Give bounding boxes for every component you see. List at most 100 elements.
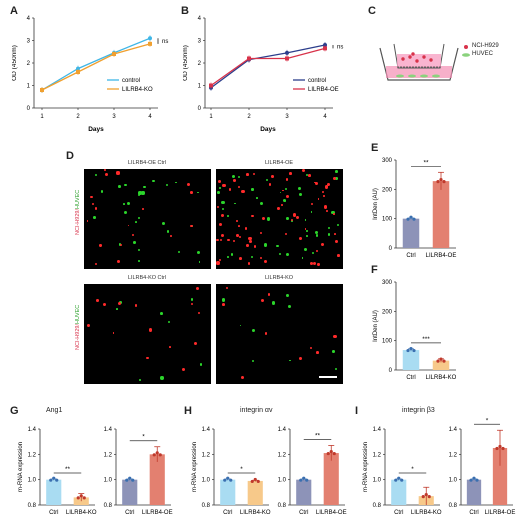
red-cell xyxy=(253,245,257,249)
significance-label: ns xyxy=(162,39,168,45)
legend-label: control xyxy=(308,78,326,84)
data-point xyxy=(285,56,289,61)
red-cell xyxy=(142,208,145,211)
y-tick-label: 1.2 xyxy=(202,452,211,458)
x-tick-label: LILRB4-OE xyxy=(316,510,347,516)
green-cell xyxy=(174,181,177,184)
green-cell xyxy=(226,215,229,218)
red-cell xyxy=(112,331,115,334)
green-cell xyxy=(168,321,171,324)
data-point xyxy=(427,495,431,499)
y-axis-label: OD (450nm) xyxy=(183,45,189,81)
bar xyxy=(220,479,236,505)
green-cell xyxy=(118,243,121,246)
green-cell xyxy=(123,202,126,205)
red-cell xyxy=(248,240,252,243)
red-cell xyxy=(245,244,249,248)
data-point xyxy=(223,478,227,482)
data-point xyxy=(412,348,416,353)
significance-label: ** xyxy=(65,466,71,473)
green-cell xyxy=(162,221,166,225)
series-line xyxy=(41,37,151,91)
x-tick-label: 3 xyxy=(112,114,116,120)
red-cell xyxy=(248,236,252,241)
bar xyxy=(402,218,420,248)
series-line xyxy=(210,44,326,89)
y-tick-label: 0.8 xyxy=(28,503,37,509)
red-cell xyxy=(197,311,200,314)
red-cell xyxy=(240,375,244,379)
red-cell xyxy=(259,232,262,235)
data-point xyxy=(247,56,251,61)
data-point xyxy=(421,495,425,499)
green-cell xyxy=(141,191,145,195)
panel-label-i: I xyxy=(355,405,359,417)
red-cell xyxy=(86,220,89,222)
data-point xyxy=(400,478,404,482)
red-cell xyxy=(104,169,106,171)
red-cell xyxy=(314,181,317,184)
bar xyxy=(46,479,62,505)
data-point xyxy=(498,444,502,449)
data-point xyxy=(436,359,440,363)
bar-chart-i-oe: 0.8 1.0 1.2 1.4 Ctrl LILRB4-OE * xyxy=(449,417,516,516)
data-point xyxy=(112,52,116,56)
image-title-ko: LILRB4-KO xyxy=(264,275,294,281)
red-cell xyxy=(317,198,320,200)
y-axis-label: m-RNA expression xyxy=(192,442,198,492)
red-cell xyxy=(333,335,337,339)
significance-label: ** xyxy=(315,432,321,439)
data-point xyxy=(302,476,306,480)
red-cell xyxy=(315,249,318,252)
significance-label: * xyxy=(240,466,243,473)
red-cell xyxy=(295,215,299,219)
green-cell xyxy=(289,359,291,362)
red-cell xyxy=(262,216,266,220)
data-point xyxy=(501,446,505,451)
red-cell xyxy=(218,259,221,262)
green-cell xyxy=(283,200,286,202)
red-cell xyxy=(237,185,240,189)
green-cell xyxy=(124,183,127,187)
significance-label: * xyxy=(411,466,414,473)
green-cell xyxy=(234,202,236,205)
y-tick-label: 1.0 xyxy=(104,478,113,484)
green-cell xyxy=(100,190,104,194)
red-cell xyxy=(236,220,239,223)
data-point xyxy=(495,446,499,451)
green-cell xyxy=(199,363,203,366)
y-tick-label: 100 xyxy=(382,217,393,223)
legend-huvec: HUVEC xyxy=(472,51,494,57)
data-point xyxy=(79,494,83,498)
red-cell xyxy=(337,254,340,257)
y-tick-label: 1.0 xyxy=(449,478,458,484)
green-cell xyxy=(197,191,199,194)
significance-label: ns xyxy=(337,45,343,51)
red-cell xyxy=(239,235,242,238)
x-tick-label: LILRB4-OE xyxy=(426,253,457,259)
y-tick-label: 0.8 xyxy=(373,503,382,509)
red-cell xyxy=(94,207,98,211)
y-tick-label: 1.4 xyxy=(104,427,113,433)
x-tick-label: Ctrl xyxy=(49,510,58,516)
green-cell xyxy=(198,261,201,263)
bar-chart-e: 0 100 200 300 IntDen (AU) Ctrl LILRB4-OE ** xyxy=(373,158,457,259)
red-cell xyxy=(252,172,255,175)
data-point xyxy=(439,357,443,361)
red-cell xyxy=(238,257,242,261)
panel-label-e: E xyxy=(371,142,379,154)
green-cell xyxy=(219,187,221,189)
green-cell xyxy=(137,194,140,197)
green-cell xyxy=(286,217,290,221)
green-cell xyxy=(327,233,331,236)
red-cell xyxy=(149,328,153,332)
y-tick-label: 1.0 xyxy=(278,478,287,484)
legend-label: control xyxy=(122,78,140,84)
data-point xyxy=(442,359,446,363)
bar xyxy=(323,453,339,505)
red-cell xyxy=(288,172,292,175)
data-point xyxy=(256,479,260,484)
y-tick-label: 0 xyxy=(389,246,393,252)
y-tick-label: 0.8 xyxy=(104,503,113,509)
green-cell xyxy=(251,329,256,333)
